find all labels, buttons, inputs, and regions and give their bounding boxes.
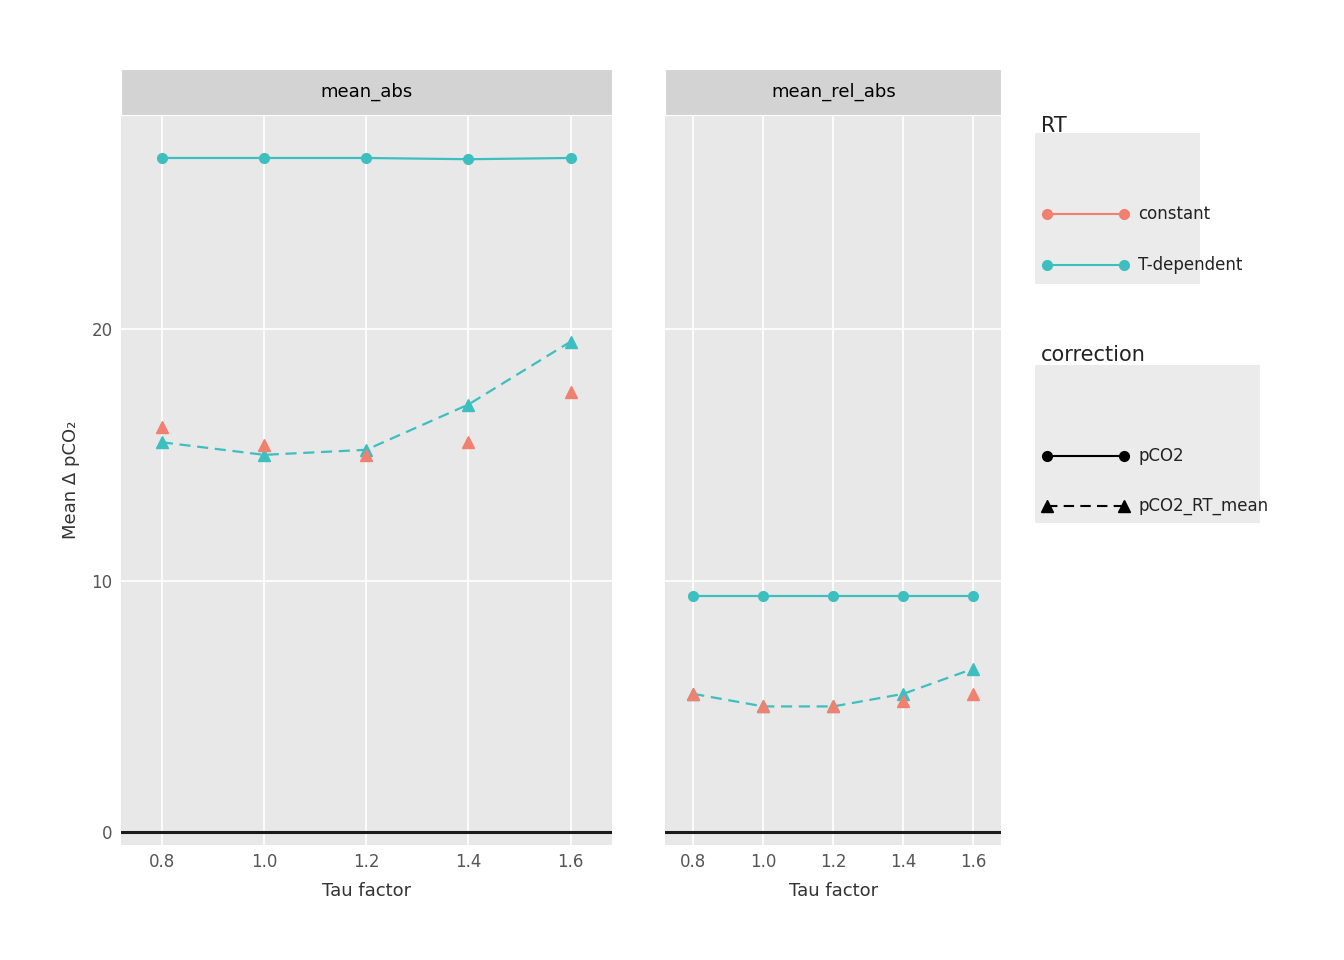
X-axis label: Tau factor: Tau factor [321, 882, 411, 900]
Text: mean_abs: mean_abs [320, 83, 413, 102]
Text: correction: correction [1040, 345, 1145, 365]
Text: RT: RT [1040, 116, 1067, 136]
Text: pCO2: pCO2 [1138, 446, 1184, 465]
Text: pCO2_RT_mean: pCO2_RT_mean [1138, 497, 1269, 515]
Text: mean_rel_abs: mean_rel_abs [771, 83, 895, 102]
FancyBboxPatch shape [1032, 133, 1200, 284]
Text: T-dependent: T-dependent [1138, 256, 1243, 275]
Y-axis label: Mean Δ pCO₂: Mean Δ pCO₂ [62, 420, 81, 540]
Text: constant: constant [1138, 204, 1211, 223]
X-axis label: Tau factor: Tau factor [789, 882, 878, 900]
FancyBboxPatch shape [1032, 365, 1259, 522]
